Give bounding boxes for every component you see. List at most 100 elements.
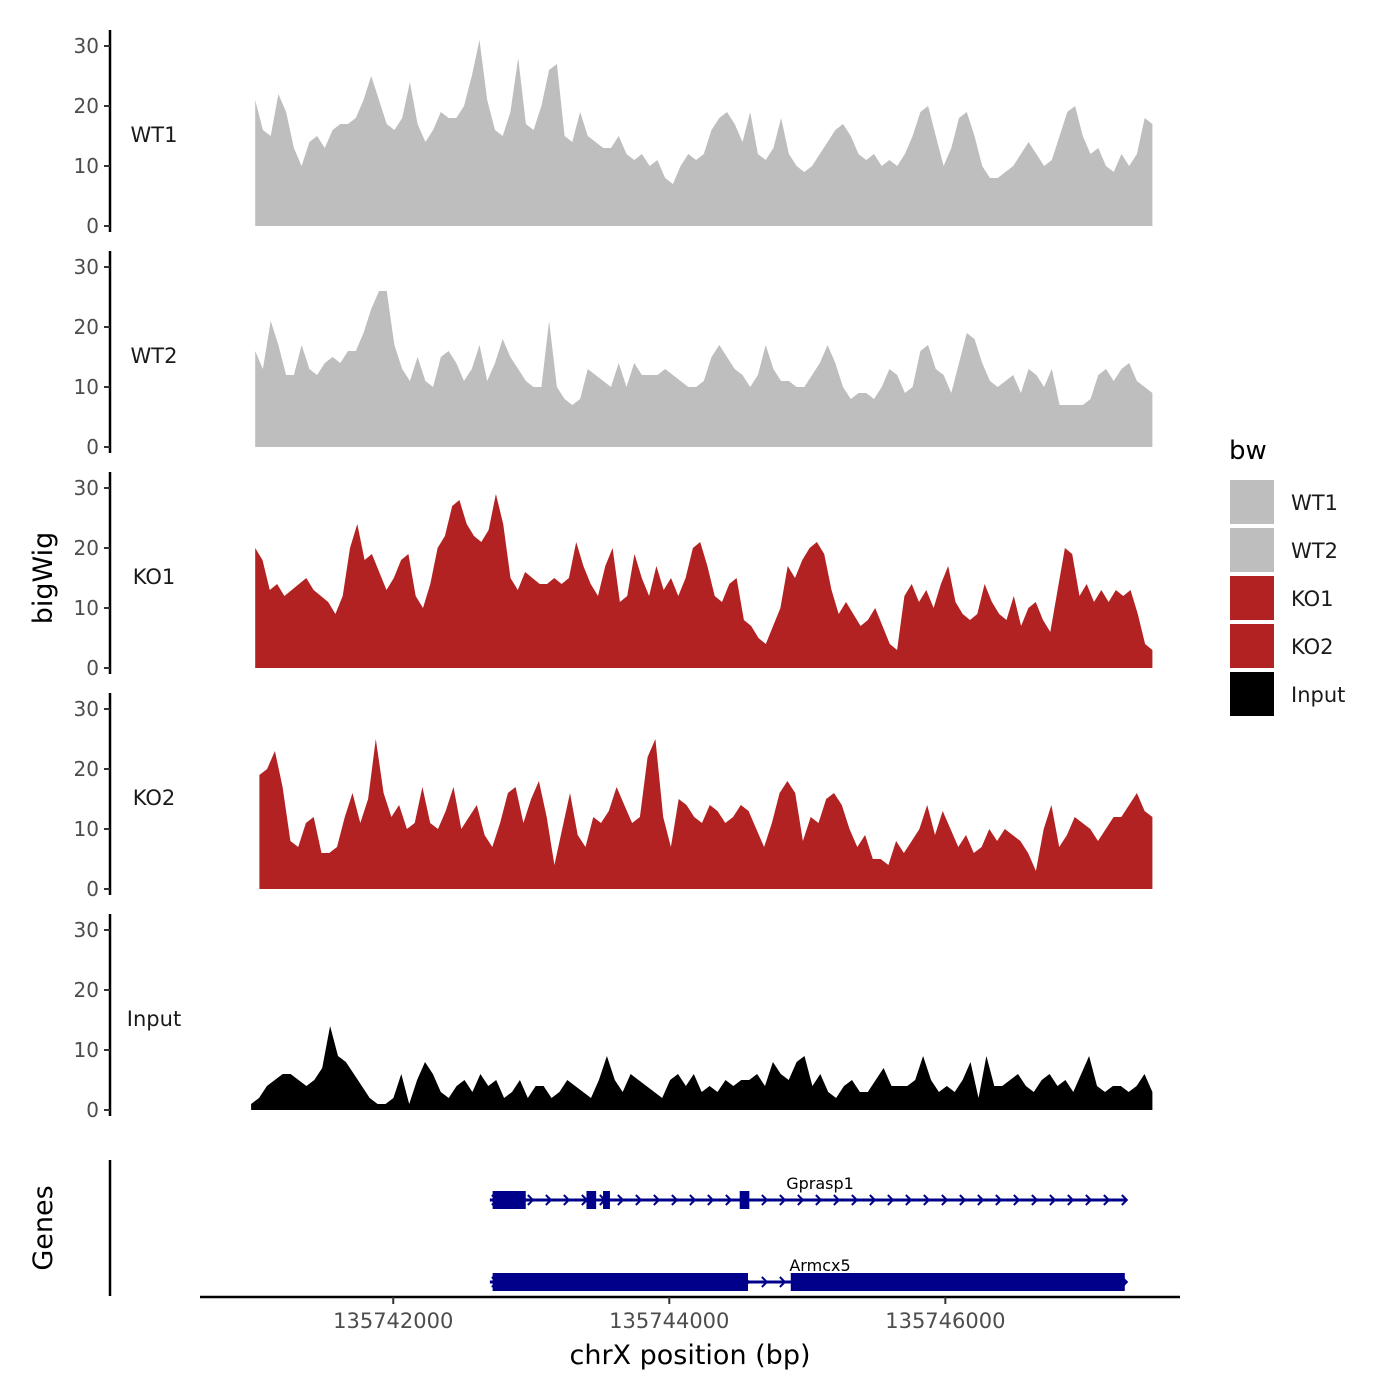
strand-arrow: [1121, 1194, 1129, 1206]
y-tick-label: 10: [74, 154, 99, 178]
track-panel-ko1: 0 10 20 30 KO1: [74, 472, 1153, 680]
y-tick-label: 30: [74, 918, 99, 942]
strand-arrow: [851, 1194, 859, 1206]
legend-item-ko2: KO2: [1230, 624, 1334, 668]
strand-arrow: [1103, 1194, 1111, 1206]
legend-item-input: Input: [1230, 672, 1345, 716]
strand-arrow: [779, 1276, 787, 1288]
exon: [586, 1191, 597, 1209]
strand-arrow: [833, 1194, 841, 1206]
strand-arrow: [1031, 1194, 1039, 1206]
exon: [790, 1273, 1125, 1291]
track-label: WT1: [131, 123, 178, 147]
x-tick-label: 135746000: [885, 1309, 1005, 1333]
strand-arrow: [869, 1194, 877, 1206]
y-tick-label: 20: [74, 536, 99, 560]
strand-arrow: [761, 1276, 769, 1288]
track-panels: 0 10 20 30 WT1 0 10 20 30 WT2 0 10 20 30 KO1 0 10 20 30 KO2…: [74, 30, 1153, 1122]
gene-armcx5: Armcx5: [489, 1256, 1129, 1291]
y-tick-label: 0: [86, 877, 99, 901]
legend-label: WT2: [1291, 539, 1338, 563]
legend-label: KO1: [1291, 587, 1334, 611]
strand-arrow: [941, 1194, 949, 1206]
legend-item-ko1: KO1: [1230, 576, 1334, 620]
strand-arrow: [635, 1194, 643, 1206]
y-tick-label: 0: [86, 1098, 99, 1122]
strand-arrow: [1013, 1194, 1021, 1206]
x-axis-title: chrX position (bp): [569, 1340, 810, 1371]
track-label: KO2: [133, 786, 176, 810]
y-tick-label: 30: [74, 34, 99, 58]
strand-arrow: [923, 1194, 931, 1206]
legend-label: WT1: [1291, 491, 1338, 515]
strand-arrow: [815, 1194, 823, 1206]
legend-swatch: [1230, 576, 1274, 620]
strand-arrow: [797, 1194, 805, 1206]
legend: bw WT1 WT2 KO1 KO2 Input: [1229, 436, 1345, 716]
strand-arrow: [1067, 1194, 1075, 1206]
track-panel-ko2: 0 10 20 30 KO2: [74, 693, 1153, 901]
legend-label: KO2: [1291, 635, 1334, 659]
strand-arrow: [779, 1194, 787, 1206]
y-tick-label: 10: [74, 375, 99, 399]
gene-label: Armcx5: [789, 1256, 850, 1275]
genes-axis-title: Genes: [28, 1185, 59, 1270]
strand-arrow: [977, 1194, 985, 1206]
strand-arrow: [1085, 1194, 1093, 1206]
coverage-area-wt1: [255, 40, 1153, 226]
coverage-area-ko2: [259, 739, 1153, 889]
strand-arrow: [689, 1194, 697, 1206]
strand-arrow: [617, 1194, 625, 1206]
y-tick-label: 20: [74, 315, 99, 339]
strand-arrow: [563, 1194, 571, 1206]
legend-swatch: [1230, 528, 1274, 572]
x-tick-label: 135742000: [333, 1309, 453, 1333]
strand-arrow: [761, 1194, 769, 1206]
y-tick-label: 30: [74, 476, 99, 500]
y-tick-label: 0: [86, 214, 99, 238]
track-panel-wt2: 0 10 20 30 WT2: [74, 251, 1153, 459]
coverage-area-input: [251, 1026, 1153, 1110]
strand-arrow: [905, 1194, 913, 1206]
coverage-area-ko1: [255, 494, 1153, 668]
strand-arrow: [1049, 1194, 1057, 1206]
legend-swatch: [1230, 672, 1274, 716]
legend-title: bw: [1229, 436, 1267, 466]
legend-item-wt2: WT2: [1230, 528, 1338, 572]
strand-arrow: [707, 1194, 715, 1206]
exon: [603, 1191, 610, 1209]
exon: [492, 1273, 748, 1291]
y-tick-label: 20: [74, 94, 99, 118]
gene-gprasp1: Gprasp1: [489, 1174, 1129, 1209]
x-axis: 135742000 135744000 135746000: [200, 1295, 1180, 1333]
coverage-area-wt2: [255, 291, 1153, 447]
y-tick-label: 0: [86, 656, 99, 680]
strand-arrow: [527, 1194, 535, 1206]
track-label: KO1: [133, 565, 176, 589]
y-tick-label: 30: [74, 255, 99, 279]
strand-arrow: [671, 1194, 679, 1206]
strand-arrow: [887, 1194, 895, 1206]
y-tick-label: 10: [74, 596, 99, 620]
y-tick-label: 30: [74, 697, 99, 721]
track-label: WT2: [131, 344, 178, 368]
y-tick-label: 0: [86, 435, 99, 459]
legend-swatch: [1230, 624, 1274, 668]
strand-arrow: [545, 1194, 553, 1206]
track-panel-wt1: 0 10 20 30 WT1: [74, 30, 1153, 238]
gene-label: Gprasp1: [786, 1174, 854, 1193]
exon: [739, 1191, 750, 1209]
strand-arrow: [959, 1194, 967, 1206]
strand-arrow: [653, 1194, 661, 1206]
y-tick-label: 10: [74, 817, 99, 841]
exon: [492, 1191, 526, 1209]
y-axis-title: bigWig: [28, 532, 59, 625]
y-tick-label: 10: [74, 1038, 99, 1062]
legend-item-wt1: WT1: [1230, 480, 1338, 524]
strand-arrow: [995, 1194, 1003, 1206]
legend-swatch: [1230, 480, 1274, 524]
track-panel-input: 0 10 20 30 Input: [74, 914, 1153, 1122]
y-tick-label: 20: [74, 757, 99, 781]
legend-label: Input: [1291, 683, 1345, 707]
